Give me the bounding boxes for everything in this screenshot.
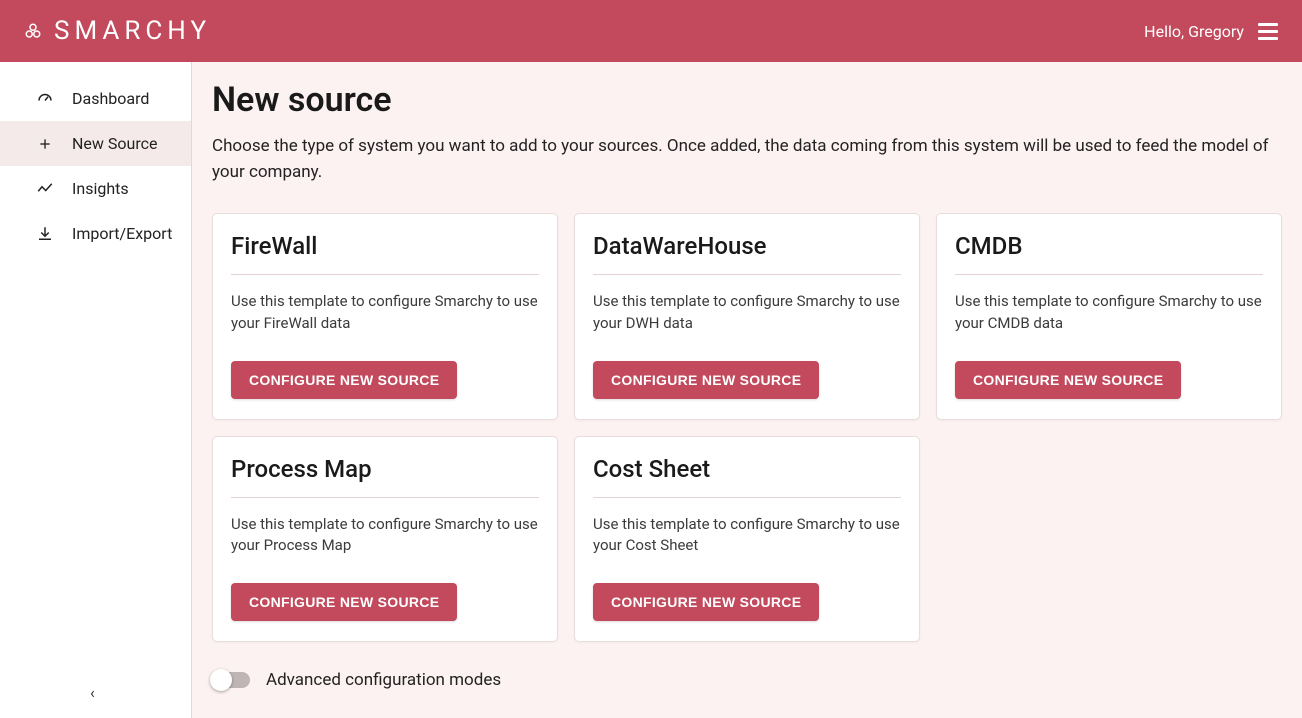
card-divider xyxy=(593,497,901,498)
sidebar-item-label: Import/Export xyxy=(72,224,172,243)
card-divider xyxy=(231,497,539,498)
sidebar-item-import-export[interactable]: Import/Export xyxy=(0,211,191,256)
brand[interactable]: SMARCHY xyxy=(24,16,211,46)
topbar-right: Hello, Gregory xyxy=(1144,22,1278,41)
source-card-process-map: Process Map Use this template to configur… xyxy=(212,436,558,643)
page-title: New source xyxy=(212,80,1282,120)
card-divider xyxy=(231,274,539,275)
dashboard-icon xyxy=(36,90,54,108)
advanced-label: Advanced configuration modes xyxy=(266,670,501,690)
card-description: Use this template to configure Smarchy t… xyxy=(593,514,901,558)
menu-icon[interactable] xyxy=(1258,23,1278,40)
card-divider xyxy=(593,274,901,275)
main-content: New source Choose the type of system you… xyxy=(192,62,1302,718)
card-title: Cost Sheet xyxy=(593,455,901,497)
sidebar-item-label: Insights xyxy=(72,179,129,198)
sidebar-item-label: New Source xyxy=(72,134,157,153)
card-description: Use this template to configure Smarchy t… xyxy=(955,291,1263,335)
source-card-grid: FireWall Use this template to configure S… xyxy=(212,213,1282,642)
sidebar-item-new-source[interactable]: New Source xyxy=(0,121,191,166)
brand-logo-icon xyxy=(24,22,42,40)
import-export-icon xyxy=(36,225,54,243)
plus-icon xyxy=(36,135,54,153)
card-title: FireWall xyxy=(231,232,539,274)
card-description: Use this template to configure Smarchy t… xyxy=(231,514,539,558)
configure-source-button[interactable]: CONFIGURE NEW SOURCE xyxy=(593,583,819,621)
greeting-text: Hello, Gregory xyxy=(1144,22,1244,41)
configure-source-button[interactable]: CONFIGURE NEW SOURCE xyxy=(593,361,819,399)
configure-source-button[interactable]: CONFIGURE NEW SOURCE xyxy=(231,361,457,399)
advanced-row: Advanced configuration modes xyxy=(212,670,1282,690)
card-description: Use this template to configure Smarchy t… xyxy=(593,291,901,335)
sidebar-item-label: Dashboard xyxy=(72,89,149,108)
sidebar-collapse-icon[interactable]: ‹ xyxy=(90,683,95,702)
source-card-datawarehouse: DataWareHouse Use this template to config… xyxy=(574,213,920,420)
card-description: Use this template to configure Smarchy t… xyxy=(231,291,539,335)
insights-icon xyxy=(36,180,54,198)
sidebar-item-insights[interactable]: Insights xyxy=(0,166,191,211)
card-title: Process Map xyxy=(231,455,539,497)
sidebar: Dashboard New Source Insights Import/Export… xyxy=(0,62,192,718)
source-card-cost-sheet: Cost Sheet Use this template to configure… xyxy=(574,436,920,643)
configure-source-button[interactable]: CONFIGURE NEW SOURCE xyxy=(955,361,1181,399)
card-divider xyxy=(955,274,1263,275)
configure-source-button[interactable]: CONFIGURE NEW SOURCE xyxy=(231,583,457,621)
source-card-firewall: FireWall Use this template to configure S… xyxy=(212,213,558,420)
topbar: SMARCHY Hello, Gregory xyxy=(0,0,1302,62)
advanced-toggle[interactable] xyxy=(212,672,250,688)
card-title: CMDB xyxy=(955,232,1263,274)
brand-name: SMARCHY xyxy=(54,16,211,46)
card-title: DataWareHouse xyxy=(593,232,901,274)
page-description: Choose the type of system you want to ad… xyxy=(212,134,1272,185)
sidebar-item-dashboard[interactable]: Dashboard xyxy=(0,76,191,121)
source-card-cmdb: CMDB Use this template to configure Smarc… xyxy=(936,213,1282,420)
